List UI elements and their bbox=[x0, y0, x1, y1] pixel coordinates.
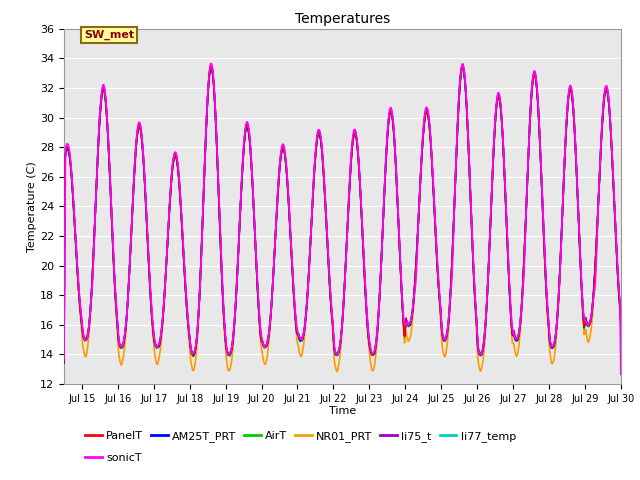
NR01_PRT bbox=[617, 328, 625, 334]
li77_temp bbox=[229, 334, 237, 340]
sonicT bbox=[617, 372, 625, 377]
PanelT bbox=[181, 281, 189, 287]
li75_t bbox=[342, 266, 349, 272]
Line: li75_t: li75_t bbox=[64, 66, 621, 362]
Title: Temperatures: Temperatures bbox=[295, 12, 390, 26]
sonicT bbox=[591, 279, 599, 285]
sonicT bbox=[573, 167, 580, 173]
PanelT bbox=[617, 318, 625, 324]
AirT bbox=[60, 360, 68, 366]
li77_temp bbox=[617, 318, 625, 324]
NR01_PRT bbox=[592, 246, 600, 252]
Line: li77_temp: li77_temp bbox=[64, 65, 621, 362]
Line: PanelT: PanelT bbox=[64, 67, 621, 362]
AirT bbox=[573, 172, 580, 178]
NR01_PRT bbox=[333, 369, 341, 374]
NR01_PRT bbox=[459, 63, 467, 69]
li77_temp bbox=[591, 260, 599, 266]
sonicT bbox=[181, 276, 189, 282]
AirT bbox=[591, 263, 599, 268]
AirT bbox=[458, 65, 466, 71]
sonicT bbox=[60, 355, 68, 361]
li75_t bbox=[60, 359, 68, 365]
Legend: sonicT: sonicT bbox=[81, 448, 147, 467]
Line: AirT: AirT bbox=[64, 68, 621, 363]
NR01_PRT bbox=[342, 252, 350, 257]
PanelT bbox=[60, 360, 68, 365]
li77_temp bbox=[60, 359, 68, 365]
Line: AM25T_PRT: AM25T_PRT bbox=[64, 67, 621, 363]
li77_temp bbox=[458, 62, 466, 68]
NR01_PRT bbox=[229, 343, 237, 348]
NR01_PRT bbox=[181, 282, 189, 288]
AM25T_PRT bbox=[617, 320, 625, 325]
PanelT bbox=[342, 252, 350, 257]
sonicT bbox=[230, 325, 237, 331]
AirT bbox=[181, 283, 189, 288]
AM25T_PRT bbox=[181, 282, 189, 288]
li75_t bbox=[573, 170, 580, 176]
AirT bbox=[481, 325, 489, 331]
li77_temp bbox=[481, 323, 489, 328]
li77_temp bbox=[573, 169, 580, 175]
X-axis label: Time: Time bbox=[329, 407, 356, 417]
AirT bbox=[617, 320, 625, 326]
li75_t bbox=[617, 318, 625, 324]
AM25T_PRT bbox=[342, 267, 349, 273]
AirT bbox=[342, 268, 349, 274]
AM25T_PRT bbox=[229, 336, 237, 342]
li75_t bbox=[591, 261, 599, 267]
li75_t bbox=[481, 324, 489, 329]
PanelT bbox=[591, 261, 599, 266]
PanelT bbox=[207, 64, 215, 70]
AirT bbox=[229, 336, 237, 342]
sonicT bbox=[481, 322, 489, 327]
sonicT bbox=[207, 60, 214, 66]
Line: sonicT: sonicT bbox=[64, 63, 621, 374]
li77_temp bbox=[342, 266, 349, 272]
li77_temp bbox=[181, 281, 189, 287]
Y-axis label: Temperature (C): Temperature (C) bbox=[28, 161, 37, 252]
li75_t bbox=[459, 63, 467, 69]
li75_t bbox=[181, 281, 189, 287]
NR01_PRT bbox=[573, 189, 581, 194]
AM25T_PRT bbox=[60, 360, 68, 366]
Text: SW_met: SW_met bbox=[84, 30, 134, 40]
AM25T_PRT bbox=[481, 324, 489, 330]
PanelT bbox=[573, 171, 580, 177]
Line: NR01_PRT: NR01_PRT bbox=[64, 66, 621, 372]
AM25T_PRT bbox=[458, 64, 466, 70]
li75_t bbox=[229, 334, 237, 340]
NR01_PRT bbox=[483, 316, 490, 322]
NR01_PRT bbox=[60, 360, 68, 365]
PanelT bbox=[230, 327, 237, 333]
PanelT bbox=[481, 324, 489, 329]
sonicT bbox=[342, 252, 350, 258]
AM25T_PRT bbox=[591, 263, 599, 268]
AM25T_PRT bbox=[573, 171, 580, 177]
